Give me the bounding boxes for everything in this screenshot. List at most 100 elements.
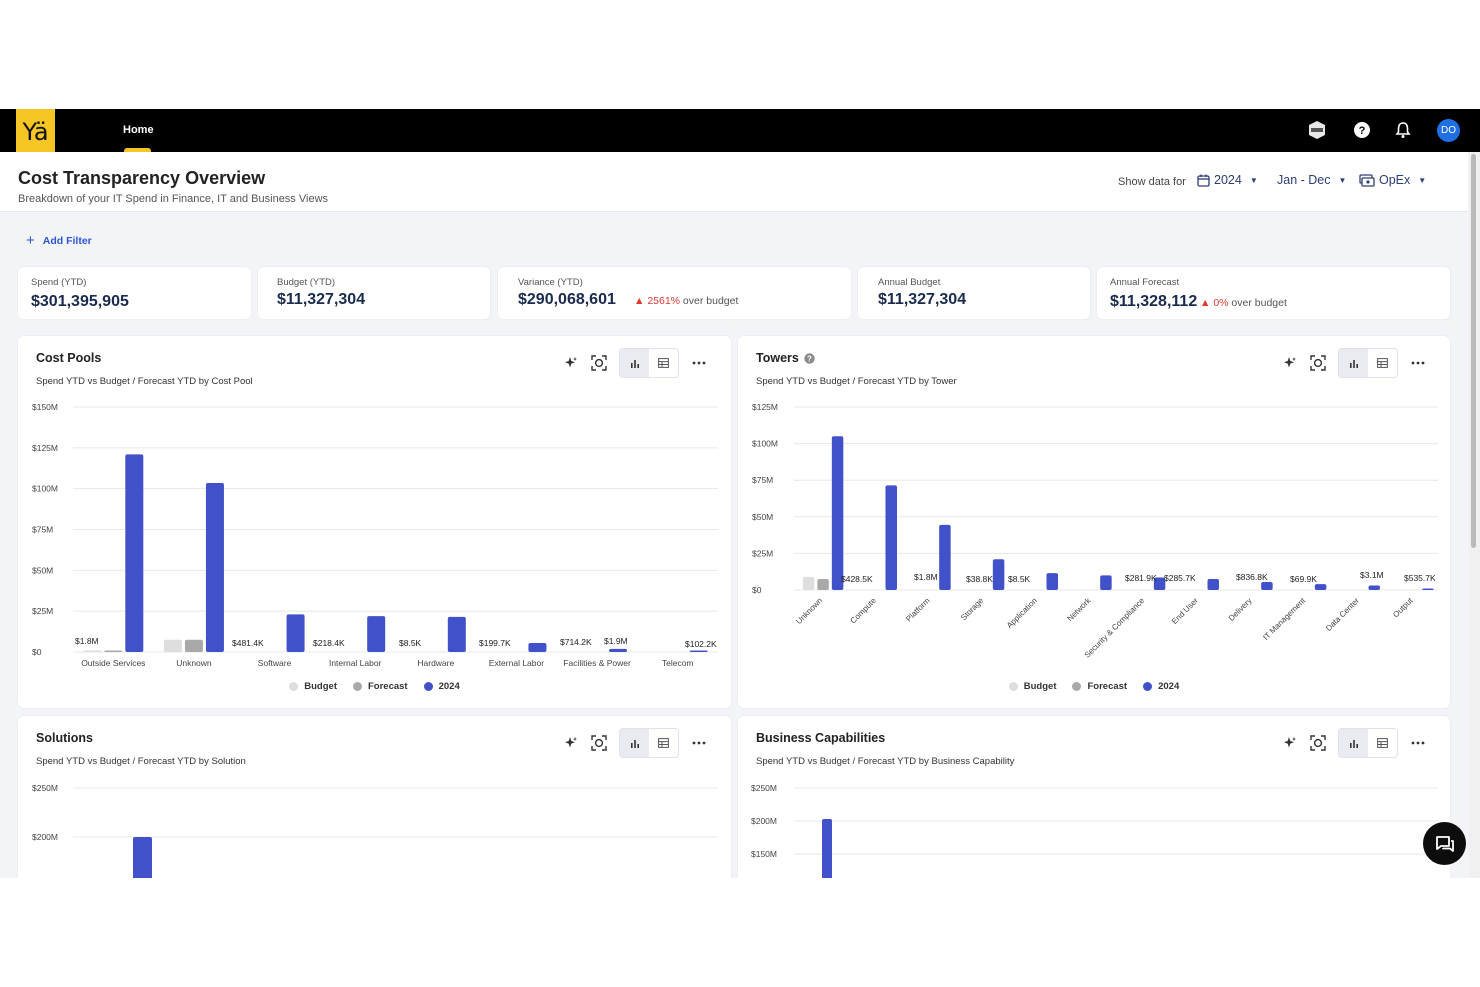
- kpi-value: $301,395,905: [31, 293, 129, 310]
- legend-dot: [1008, 682, 1018, 691]
- legend-item-forecast[interactable]: Forecast: [352, 681, 408, 692]
- data-label: $1.8M: [914, 572, 938, 582]
- bell-icon[interactable]: [1393, 120, 1413, 140]
- focus-icon[interactable]: [1304, 729, 1332, 757]
- table-view-icon[interactable]: [1368, 729, 1397, 757]
- table-view-icon[interactable]: [649, 349, 678, 377]
- ai-sparkle-icon[interactable]: [557, 729, 585, 757]
- bar-2024: [1368, 585, 1380, 590]
- data-label: $8.5K: [399, 638, 422, 648]
- legend-dot: [352, 682, 362, 691]
- ai-sparkle-icon[interactable]: [1276, 729, 1304, 757]
- kpi-label: Annual Forecast: [1110, 277, 1180, 288]
- data-label: $281.9K: [1125, 573, 1157, 583]
- card-title-text: Towers: [756, 351, 799, 365]
- page-subtitle: Breakdown of your IT Spend in Finance, I…: [18, 193, 329, 205]
- plus-icon: +: [26, 232, 35, 249]
- focus-icon[interactable]: [585, 729, 613, 757]
- kpi-variance-ytd: Variance (YTD) $290,068,601 ▲ 2561% over…: [498, 267, 851, 319]
- cost-pools-card: Cost Pools Spend YTD vs Budget / Forecas…: [18, 336, 731, 708]
- bar-chart-view-icon[interactable]: [620, 729, 649, 757]
- badge-icon[interactable]: [1307, 120, 1327, 140]
- x-tick-label: Telecom: [662, 658, 694, 668]
- scrollbar-thumb[interactable]: [1471, 154, 1476, 548]
- towers-card: Towers ? Spend YTD vs Budget / Forecast …: [738, 336, 1450, 708]
- kpi-annual-forecast: Annual Forecast $11,328,112 ▲ 0% over bu…: [1097, 267, 1450, 319]
- legend-item-year[interactable]: 2024: [423, 681, 460, 692]
- period-select[interactable]: Jan - Dec ▼: [1277, 173, 1346, 187]
- info-icon[interactable]: ?: [804, 352, 815, 364]
- legend-item-budget[interactable]: Budget: [1008, 681, 1056, 692]
- kpi-value: $11,328,112: [1110, 293, 1198, 310]
- kpi-forecast-note: ▲ 0% over budget: [1200, 297, 1287, 309]
- bar-chart-view-icon[interactable]: [1339, 729, 1368, 757]
- add-filter-label: Add Filter: [42, 235, 92, 247]
- app-logo[interactable]: Yä: [16, 109, 55, 156]
- app-frame: Yä Home ? DO Cost Transparency Overview …: [0, 109, 1480, 878]
- kpi-pct: 0%: [1213, 297, 1229, 309]
- bar-2024: [1261, 581, 1273, 590]
- focus-icon[interactable]: [1304, 349, 1332, 377]
- year-select[interactable]: 2024 ▼: [1197, 173, 1258, 187]
- more-options-icon[interactable]: [1404, 349, 1432, 377]
- user-avatar[interactable]: DO: [1437, 119, 1460, 142]
- business-capabilities-card: Business Capabilities Spend YTD vs Budge…: [738, 716, 1450, 878]
- view-toggle: [1338, 348, 1398, 378]
- y-tick-label: $125M: [32, 443, 58, 453]
- towers-chart: $0 $25M $50M $75M $100M $125M Unknown Compute Pl…: [752, 402, 1438, 660]
- bar-chart-view-icon[interactable]: [1339, 349, 1368, 377]
- type-select[interactable]: OpEx ▼: [1359, 173, 1426, 187]
- legend-item-year[interactable]: 2024: [1143, 681, 1179, 692]
- nav-active-indicator: [124, 148, 151, 152]
- more-options-icon[interactable]: [685, 349, 713, 377]
- more-options-icon[interactable]: [1404, 729, 1432, 757]
- card-title: Cost Pools: [36, 351, 101, 365]
- bar-2024: [609, 648, 628, 652]
- nav-home[interactable]: Home: [123, 124, 154, 136]
- year-select-value: 2024: [1214, 173, 1242, 187]
- view-toggle: [619, 348, 679, 378]
- x-tick-label: Data Center: [1324, 596, 1361, 633]
- bar-2024: [367, 616, 386, 652]
- period-select-value: Jan - Dec: [1277, 173, 1331, 187]
- ai-sparkle-icon[interactable]: [557, 349, 585, 377]
- card-title: Solutions: [36, 731, 93, 745]
- card-subtitle: Spend YTD vs Budget / Forecast YTD by Co…: [36, 376, 253, 387]
- focus-icon[interactable]: [585, 349, 613, 377]
- y-tick-label: $100M: [32, 484, 58, 494]
- type-select-value: OpEx: [1379, 173, 1411, 187]
- legend-item-forecast[interactable]: Forecast: [1072, 681, 1127, 692]
- table-view-icon[interactable]: [1368, 349, 1397, 377]
- x-tick-label: Compute: [849, 596, 879, 626]
- help-icon[interactable]: ?: [1352, 120, 1372, 140]
- bar-2024: [447, 616, 466, 652]
- bar-chart-view-icon[interactable]: [620, 349, 649, 377]
- x-tick-label: End User: [1170, 596, 1200, 626]
- y-tick-label: $150M: [32, 402, 58, 412]
- kpi-label: Budget (YTD): [277, 277, 336, 288]
- bar-2024: [1100, 575, 1112, 590]
- x-tick-label: Hardware: [417, 658, 454, 668]
- card-title-text: Cost Pools: [36, 351, 102, 365]
- add-filter-button[interactable]: + Add Filter: [26, 232, 92, 249]
- ai-sparkle-icon[interactable]: [1276, 349, 1304, 377]
- data-label: $3.1M: [1360, 570, 1384, 580]
- x-tick-label: Delivery: [1227, 596, 1254, 623]
- bar-forecast: [104, 650, 123, 652]
- more-options-icon[interactable]: [685, 729, 713, 757]
- scrollbar[interactable]: [1469, 152, 1480, 878]
- legend-item-budget[interactable]: Budget: [289, 681, 337, 692]
- chat-button[interactable]: [1423, 822, 1466, 865]
- y-tick-label: $200M: [32, 832, 58, 842]
- bar-2024: [125, 454, 144, 652]
- table-view-icon[interactable]: [649, 729, 678, 757]
- kpi-label: Annual Budget: [878, 277, 941, 288]
- kpi-annual-budget: Annual Budget $11,327,304: [858, 267, 1090, 319]
- x-tick-label: Software: [258, 658, 292, 668]
- x-tick-label: Outside Services: [81, 658, 145, 668]
- card-title-text: Business Capabilities: [756, 731, 886, 745]
- bar-2024: [1046, 573, 1058, 590]
- up-arrow-icon: ▲: [1200, 297, 1214, 309]
- chevron-down-icon: ▼: [1338, 175, 1347, 185]
- kpi-value: $11,327,304: [277, 291, 366, 308]
